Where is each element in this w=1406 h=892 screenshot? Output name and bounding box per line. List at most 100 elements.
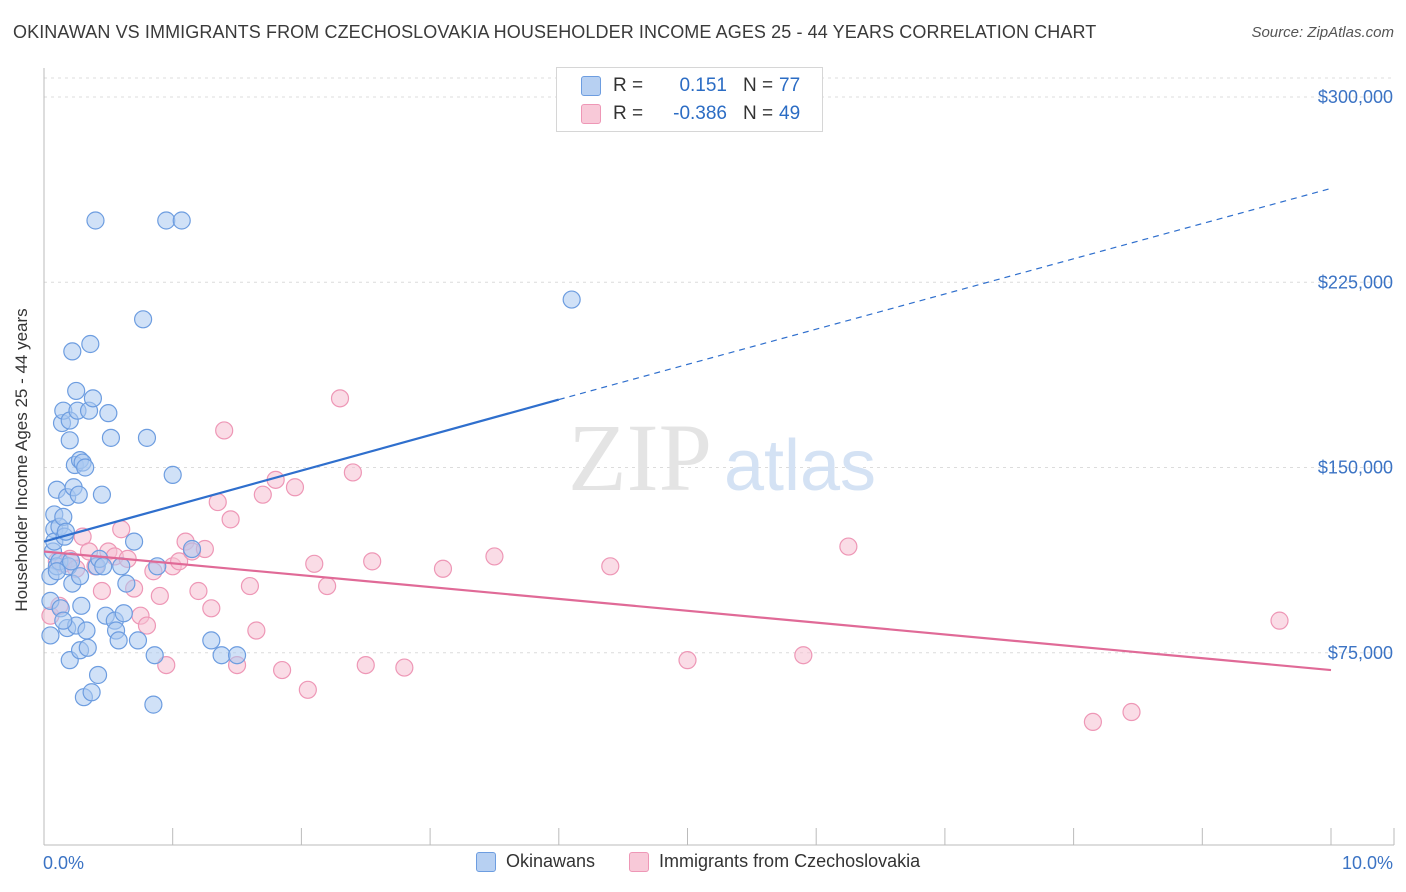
data-point-czechoslovakia [395,658,414,677]
data-point-czechoslovakia [330,389,350,408]
watermark-atlas: atlas [724,426,876,506]
legend-label: Okinawans [506,851,596,871]
watermark-zip: ZIP [568,404,712,511]
data-point-okinawan [77,621,96,640]
data-point-czechoslovakia [112,520,131,539]
source-label: Source: ZipAtlas.com [1251,24,1394,41]
data-point-okinawan [60,431,79,450]
legend-swatch-pink [629,851,650,872]
data-point-okinawan [82,683,101,702]
data-point-okinawan [128,631,148,650]
data-point-okinawan [70,567,90,586]
data-point-okinawan [117,574,136,593]
data-point-okinawan [69,485,88,504]
data-point-okinawan [54,611,73,630]
grid-lines [44,77,1394,654]
data-point-okinawan [72,596,91,615]
data-point-okinawan [137,428,157,447]
legend-label: Immigrants from Czechoslovakia [659,851,921,871]
data-point-okinawan [99,404,118,423]
data-point-okinawan [172,211,191,230]
data-point-okinawan [94,557,113,576]
axes [43,68,1395,846]
r-label: R = [613,103,644,124]
data-point-czechoslovakia [678,651,697,670]
legend-swatch-blue [581,76,601,96]
watermark: ZIP atlas [568,404,876,511]
data-point-okinawan [124,532,144,551]
data-point-czechoslovakia [215,421,234,440]
data-point-okinawan [101,428,121,447]
data-point-okinawan [83,389,103,408]
data-point-czechoslovakia [356,655,375,675]
r-label: R = [613,75,644,96]
data-point-okinawan [212,646,231,665]
data-point-czechoslovakia [202,599,221,618]
data-point-okinawan [81,334,100,354]
y-tick-label: $300,000 [1318,87,1393,107]
x-tick-label: 0.0% [43,853,84,873]
legend-row-czechoslovakia: R = -0.386 N = 49 [581,101,800,127]
data-point-okinawan [78,638,97,657]
data-point-okinawan [112,557,131,576]
data-point-czechoslovakia [157,655,176,675]
legend-item-czechoslovakia: Immigrants from Czechoslovakia [629,851,920,872]
tick-labels: $75,000 $150,000 $225,000 $300,000 0.0% 10.0% [43,87,1393,873]
data-point-okinawan [76,458,95,477]
data-point-czechoslovakia [305,554,324,573]
data-point-czechoslovakia [363,552,382,571]
data-point-czechoslovakia [433,559,453,578]
data-point-czechoslovakia [1083,712,1103,732]
data-point-czechoslovakia [298,680,317,699]
data-point-czechoslovakia [1122,702,1141,722]
data-point-czechoslovakia [253,485,272,504]
data-point-okinawan [114,604,133,623]
correlation-legend: R = 0.151 N = 77 R = -0.386 N = 49 [556,67,823,132]
legend-swatch-pink [581,104,601,124]
data-point-czechoslovakia [170,552,189,571]
data-point-okinawan [109,631,128,650]
data-point-okinawan [133,310,153,329]
series-okinawans [41,211,581,714]
y-tick-label: $75,000 [1328,643,1393,663]
data-point-okinawan [63,342,82,361]
data-point-okinawan [88,665,108,685]
n-label: N = [743,75,774,96]
trend-line-okinawans-projection [558,187,1332,401]
data-point-okinawan [227,646,247,665]
data-point-czechoslovakia [247,621,266,640]
data-point-okinawan [145,646,164,665]
data-point-okinawan [47,562,66,581]
data-point-czechoslovakia [221,510,240,529]
n-value: 49 [779,103,801,124]
data-point-czechoslovakia [137,616,157,635]
data-point-czechoslovakia [485,547,504,566]
data-point-okinawan [562,290,581,309]
data-point-okinawan [157,211,176,230]
data-point-okinawan [202,631,221,650]
data-point-czechoslovakia [285,478,305,497]
data-point-okinawan [61,552,81,571]
data-point-czechoslovakia [272,660,292,680]
r-value: 0.151 [679,75,727,96]
legend-swatch-blue [476,851,496,872]
n-label: N = [743,103,774,124]
trend-line-czechoslovakia [43,550,1332,672]
data-point-czechoslovakia [150,586,169,606]
data-point-okinawan [67,381,86,401]
data-point-czechoslovakia [839,537,858,556]
x-tick-label: 10.0% [1342,853,1393,873]
data-point-okinawan [92,485,112,504]
data-point-okinawan [163,465,182,485]
data-point-czechoslovakia [601,557,620,576]
r-value: -0.386 [673,103,727,124]
n-value: 77 [779,75,801,96]
data-point-czechoslovakia [1270,611,1289,630]
data-point-okinawan [41,626,60,645]
data-point-czechoslovakia [240,576,260,596]
series-legend: Okinawans Immigrants from Czechoslovakia [476,851,954,872]
trend-lines [43,187,1332,672]
legend-item-okinawans: Okinawans [476,851,595,872]
data-point-okinawan [144,695,163,714]
